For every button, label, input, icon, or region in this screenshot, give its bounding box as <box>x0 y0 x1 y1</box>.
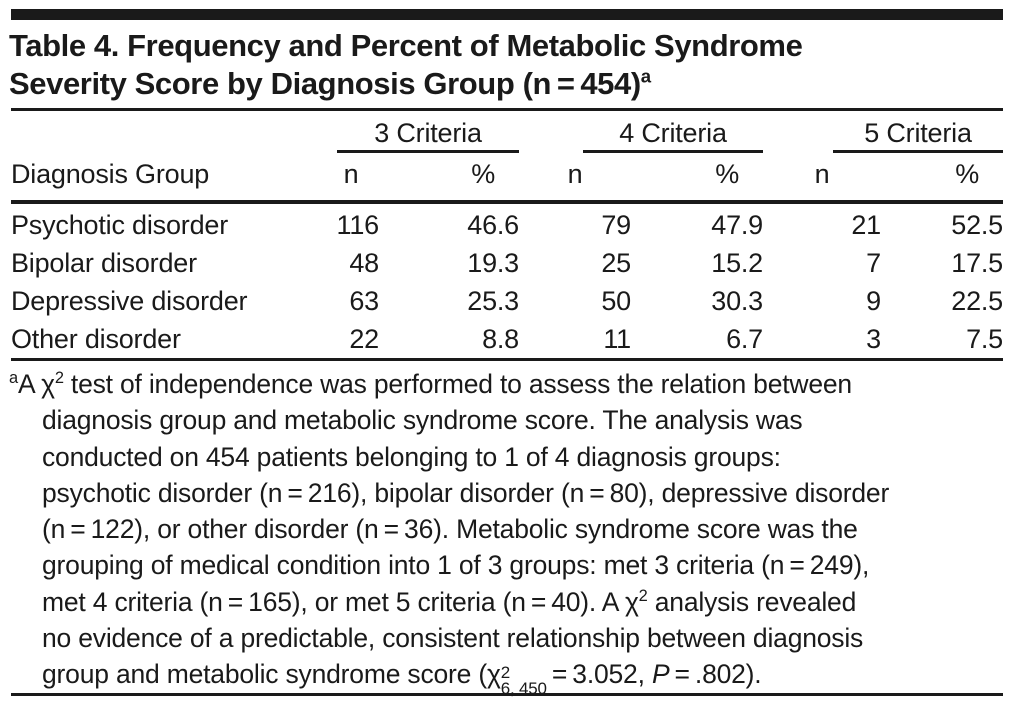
chi-square-scripts: 2 6, 450 <box>500 663 547 699</box>
title-footnote-marker: a <box>640 65 651 87</box>
footnote-line: (n = 122), or other disorder (n = 36). M… <box>42 514 858 545</box>
empty-spanner-cell <box>11 111 323 153</box>
row-label: Depressive disorder <box>11 286 248 316</box>
pct-header-5criteria: % <box>881 153 1003 204</box>
n-header-3criteria: n <box>323 153 379 204</box>
n-value-cell: 9 <box>866 286 881 316</box>
footnote-text: test of independence was performed to as… <box>63 369 852 399</box>
footnote-line: psychotic disorder (n = 216), bipolar di… <box>42 477 890 508</box>
footnote-text: = .802). <box>669 659 762 690</box>
chi-square-df-subscript: 6, 450 <box>500 679 547 699</box>
footnote-line: group and metabolic syndrome score (χ 2 6,… <box>9 656 1003 697</box>
pct-value-cell: 19.3 <box>467 248 519 278</box>
table-title: Table 4. Frequency and Percent of Metabo… <box>9 27 1003 103</box>
table-title-line2: Severity Score by Diagnosis Group (n = 4… <box>9 66 641 101</box>
footnote-text: A χ <box>17 369 55 399</box>
n-value-cell: 116 <box>336 210 380 240</box>
n-value-cell: 50 <box>601 286 631 316</box>
footnote-text: = 3.052, <box>546 659 652 690</box>
n-header-5criteria: n <box>763 153 881 204</box>
pct-header-3criteria: % <box>379 153 519 204</box>
chi-square-exponent: 2 <box>638 586 648 605</box>
pct-value-cell: 52.5 <box>951 210 1003 240</box>
footnote-line: diagnosis group and metabolic syndrome s… <box>42 405 803 436</box>
pct-value-cell: 7.5 <box>966 324 1003 354</box>
pct-value-cell: 6.7 <box>726 324 763 354</box>
pct-value-cell: 8.8 <box>482 324 519 354</box>
table-bottom-rule <box>11 358 1003 361</box>
row-label: Other disorder <box>11 324 181 354</box>
sub-header-row: Diagnosis Group n % n % n % <box>11 153 1003 204</box>
p-value-symbol: P <box>651 659 670 690</box>
table-row-other: Other disorder 22 8.8 11 6.7 3 7.5 <box>11 320 1003 358</box>
spanner-3-criteria-cell: 3 Criteria <box>323 111 519 153</box>
n-value-cell: 25 <box>601 248 631 278</box>
figure-bottom-rule <box>11 692 1003 696</box>
pct-header-4criteria: % <box>631 153 763 204</box>
footnote-line: conducted on 454 patients belonging to 1… <box>42 441 781 472</box>
row-label: Bipolar disorder <box>11 248 197 278</box>
n-value-cell: 7 <box>866 248 881 278</box>
n-value-cell: 3 <box>866 324 881 354</box>
n-value-cell: 22 <box>349 324 379 354</box>
pct-value-cell: 30.3 <box>711 286 763 316</box>
n-value-cell: 48 <box>349 248 379 278</box>
n-value-cell: 21 <box>851 210 881 240</box>
n-value-cell: 79 <box>601 210 631 240</box>
spanner-4-criteria: 4 Criteria <box>583 117 763 153</box>
chi-square-exponent: 2 <box>54 369 64 388</box>
table-title-line1: Table 4. Frequency and Percent of Metabo… <box>9 28 803 63</box>
spanner-3-criteria: 3 Criteria <box>337 117 519 153</box>
footnote-text: group and metabolic syndrome score (χ <box>42 659 501 690</box>
pct-value-cell: 47.9 <box>711 210 763 240</box>
row-label: Psychotic disorder <box>11 210 228 240</box>
table-row-psychotic: Psychotic disorder 116 46.6 79 47.9 21 5… <box>11 202 1003 244</box>
pct-value-cell: 25.3 <box>467 286 519 316</box>
footnote-line: met 4 criteria (n = 165), or met 5 crite… <box>9 584 1003 620</box>
table-row-depressive: Depressive disorder 63 25.3 50 30.3 9 22… <box>11 282 1003 320</box>
table-top-bar <box>11 9 1003 20</box>
footnote-text: analysis revealed <box>647 586 857 617</box>
n-value-cell: 63 <box>349 286 379 316</box>
chi-square-exponent: 2 <box>500 663 510 683</box>
footnote-marker: a <box>9 369 18 388</box>
column-group-header-row: 3 Criteria 4 Criteria 5 Criteria <box>11 111 1003 153</box>
spanner-4-criteria-cell: 4 Criteria <box>519 111 763 153</box>
pct-value-cell: 15.2 <box>711 248 763 278</box>
spanner-5-criteria: 5 Criteria <box>833 117 1003 153</box>
pct-value-cell: 17.5 <box>951 248 1003 278</box>
n-header-4criteria: n <box>519 153 631 204</box>
spanner-5-criteria-cell: 5 Criteria <box>763 111 1003 153</box>
diagnosis-group-header: Diagnosis Group <box>11 153 323 204</box>
footnote-line: aA χ2 test of independence was performed… <box>9 366 1003 402</box>
title-divider-rule <box>11 108 1003 111</box>
frequency-table: 3 Criteria 4 Criteria 5 Criteria Diagnos… <box>11 111 1003 358</box>
table-row-bipolar: Bipolar disorder 48 19.3 25 15.2 7 17.5 <box>11 244 1003 282</box>
pct-value-cell: 22.5 <box>951 286 1003 316</box>
footnote-text: met 4 criteria (n = 165), or met 5 crite… <box>42 586 639 617</box>
footnote-line: no evidence of a predictable, consistent… <box>42 623 864 654</box>
pct-value-cell: 46.6 <box>467 210 519 240</box>
table-footnote: aA χ2 test of independence was performed… <box>9 366 1003 697</box>
footnote-line: grouping of medical condition into 1 of … <box>42 550 870 581</box>
n-value-cell: 11 <box>603 324 631 354</box>
